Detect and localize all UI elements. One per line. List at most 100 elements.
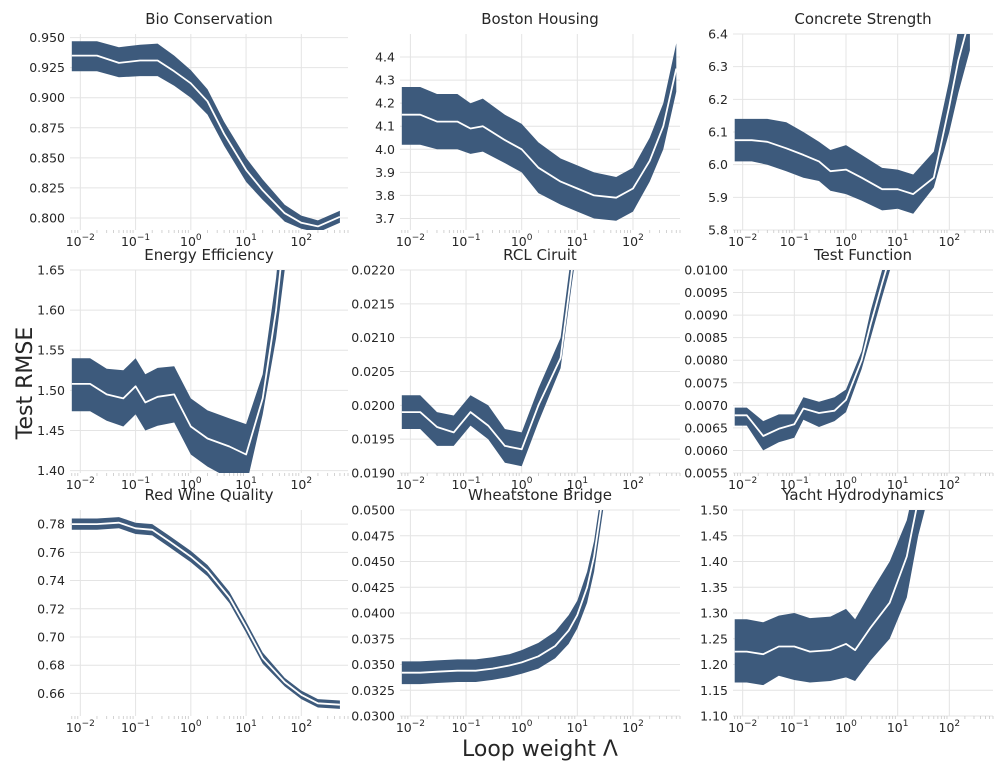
y-tick-label: 0.0425 [351,580,395,595]
y-tick-label: 0.76 [37,545,65,560]
y-tick-label: 0.0350 [351,657,395,672]
confidence-band [71,41,340,230]
y-tick-label: 0.0080 [684,353,728,368]
mean-line [401,68,678,199]
x-tick-label: 102 [290,476,312,492]
mean-line [71,54,341,228]
y-tick-label: 1.35 [700,580,728,595]
y-tick-label: 0.900 [29,90,65,105]
x-tick-label: 10−2 [396,476,425,492]
mean-line [734,34,967,196]
x-tick-label: 101 [567,233,589,249]
y-tick-label: 0.0450 [351,554,395,569]
y-tick-label: 6.1 [708,125,728,140]
x-tick-label: 10−2 [396,719,425,735]
subplot-title: Red Wine Quality [144,486,273,504]
y-tick-label: 0.0200 [351,398,395,413]
x-axis-label: Loop weight Λ [462,737,618,762]
x-tick-label: 10−2 [66,233,95,249]
y-tick-label: 3.8 [375,188,395,203]
y-tick-label: 4.0 [375,142,395,157]
x-tick-label: 10−1 [121,719,150,735]
y-tick-label: 6.3 [708,59,728,74]
y-tick-label: 1.65 [37,263,65,278]
y-axis-label: Test RMSE [13,327,38,440]
x-tick-label: 101 [567,719,589,735]
x-tick-label: 10−1 [121,476,150,492]
y-tick-label: 0.72 [37,601,65,616]
subplot-title: Yacht Hydrodynamics [781,486,944,504]
subplot-title: RCL Ciruit [503,246,577,264]
x-tick-label: 102 [939,719,961,735]
x-tick-label: 102 [290,233,312,249]
x-tick-label: 102 [939,233,961,249]
subplot-5: 0.0100 0.0095 0.0090 0.0085 0.0080 0.0075 0.00… [684,246,994,492]
x-tick-label: 10−1 [780,233,809,249]
x-tick-label: 10−2 [396,233,425,249]
y-tick-label: 0.850 [29,150,65,165]
y-tick-label: 1.20 [700,657,728,672]
subplot-7: 0.0500 0.0475 0.0450 0.0425 0.0400 0.0375 0.03… [351,486,681,735]
confidence-band [401,510,604,685]
confidence-band [734,34,970,214]
y-tick-label: 6.4 [708,27,728,42]
y-tick-label: 0.925 [29,60,65,75]
subplot-2: 6.4 6.3 6.2 6.1 6.0 5.9 5.810−2 10−1 100 101 102 Co… [708,10,994,249]
x-tick-label: 10−1 [780,476,809,492]
subplot-title: Boston Housing [481,10,599,28]
y-tick-label: 0.0090 [684,308,728,323]
y-tick-label: 0.0085 [684,330,728,345]
y-tick-label: 0.0055 [684,466,728,481]
x-tick-label: 100 [511,476,533,492]
x-tick-label: 100 [835,476,857,492]
y-tick-label: 0.875 [29,120,65,135]
y-tick-label: 5.9 [708,190,728,205]
mean-line [71,270,282,456]
y-tick-label: 1.45 [700,528,728,543]
y-tick-label: 1.50 [37,383,65,398]
y-tick-label: 0.0195 [351,432,395,447]
subplot-title: Energy Efficiency [144,246,274,264]
x-tick-label: 100 [835,719,857,735]
y-tick-label: 5.8 [708,223,728,238]
y-tick-label: 1.40 [37,463,65,478]
y-tick-label: 6.0 [708,157,728,172]
x-tick-label: 102 [622,719,644,735]
y-tick-label: 1.10 [700,709,728,724]
x-tick-label: 100 [180,233,202,249]
y-tick-label: 1.30 [700,606,728,621]
x-tick-label: 10−1 [451,233,480,249]
mean-line [401,510,602,674]
y-tick-label: 0.78 [37,517,65,532]
y-tick-label: 0.0190 [351,466,395,481]
x-tick-label: 10−1 [780,719,809,735]
x-tick-label: 101 [887,233,909,249]
y-tick-label: 4.3 [375,73,395,88]
y-tick-label: 0.74 [37,573,65,588]
confidence-band [71,517,340,709]
x-tick-label: 10−1 [451,476,480,492]
x-tick-label: 100 [180,719,202,735]
x-tick-label: 10−2 [728,719,757,735]
x-tick-label: 101 [235,233,257,249]
y-tick-label: 1.25 [700,631,728,646]
confidence-band [71,270,285,473]
x-tick-label: 100 [511,233,533,249]
y-tick-label: 0.0325 [351,683,395,698]
confidence-band [734,270,891,451]
y-tick-label: 0.0065 [684,420,728,435]
y-tick-label: 1.50 [700,503,728,518]
y-tick-label: 0.0095 [684,285,728,300]
y-tick-label: 1.40 [700,554,728,569]
y-tick-label: 0.0400 [351,606,395,621]
subplot-title: Wheatstone Bridge [468,486,612,504]
x-tick-label: 100 [511,719,533,735]
x-tick-label: 102 [939,476,961,492]
mean-line [734,270,888,437]
x-tick-label: 102 [622,233,644,249]
y-tick-label: 3.9 [375,165,395,180]
y-tick-label: 0.0070 [684,398,728,413]
confidence-band [401,43,677,221]
